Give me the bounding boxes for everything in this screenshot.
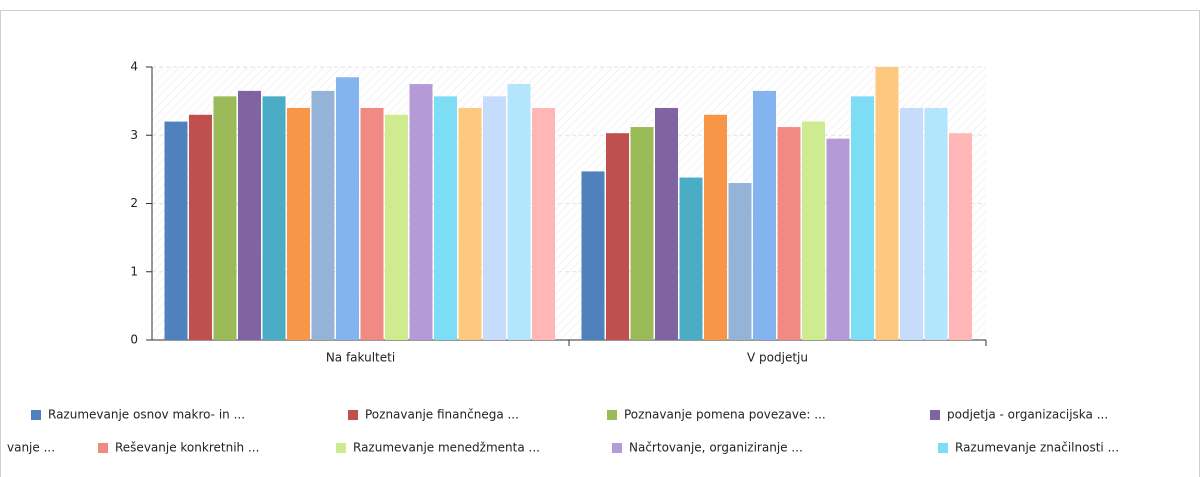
y-tick-label: 3 (130, 128, 138, 142)
legend-marker (348, 410, 358, 420)
legend-marker (930, 410, 940, 420)
bar (409, 84, 433, 340)
y-tick-label: 0 (130, 333, 138, 347)
legend-marker (336, 443, 346, 453)
legend-label: Razumevanje značilnosti ... (955, 441, 1119, 455)
legend-label: Načrtovanje, organiziranje ... (629, 441, 803, 455)
legend-marker (607, 410, 617, 420)
bar (164, 121, 188, 340)
bar (189, 114, 212, 341)
bar (483, 96, 506, 340)
bar (360, 107, 384, 340)
bar (507, 84, 531, 340)
legend-label: Reševanje konkretnih ... (115, 441, 259, 455)
legend-label: Razumevanje menedžmenta ... (353, 441, 540, 455)
legend-label: Poznavanje pomena povezave: ... (624, 408, 826, 422)
y-tick-label: 4 (130, 60, 138, 74)
bar (630, 127, 654, 340)
x-tick-label: Na fakulteti (326, 351, 395, 365)
bar (458, 107, 482, 340)
bar (581, 171, 605, 340)
bar (655, 107, 678, 340)
bar (262, 96, 286, 340)
x-tick-label: V podjetju (747, 351, 808, 365)
bar (213, 96, 237, 340)
bar (679, 177, 703, 340)
bar (949, 133, 972, 340)
bar (606, 133, 629, 340)
legend-marker (612, 443, 622, 453)
y-tick-label: 1 (130, 264, 138, 278)
legend-marker (938, 443, 948, 453)
bar (875, 67, 899, 340)
bar (336, 77, 359, 341)
legend-marker (98, 443, 108, 453)
bar (311, 90, 335, 340)
bar (900, 107, 923, 340)
legend-marker (31, 410, 41, 420)
bar (777, 127, 801, 340)
bar (851, 96, 874, 340)
bar (924, 107, 948, 340)
bar (728, 183, 752, 340)
bar (385, 114, 408, 341)
bar (238, 90, 261, 340)
legend-label: podjetja - organizacijska ... (947, 408, 1108, 422)
bar (434, 96, 457, 340)
legend-label: vanje ... (7, 441, 55, 455)
legend-label: Razumevanje osnov makro- in ... (48, 408, 245, 422)
bar (704, 114, 727, 341)
bar (753, 90, 776, 340)
bar (802, 121, 825, 340)
y-tick-label: 2 (130, 196, 138, 210)
legend-label: Poznavanje finančnega ... (365, 408, 519, 422)
bar (287, 107, 310, 340)
panel-border (0, 10, 1200, 477)
bar (532, 107, 555, 340)
bar (826, 138, 850, 340)
